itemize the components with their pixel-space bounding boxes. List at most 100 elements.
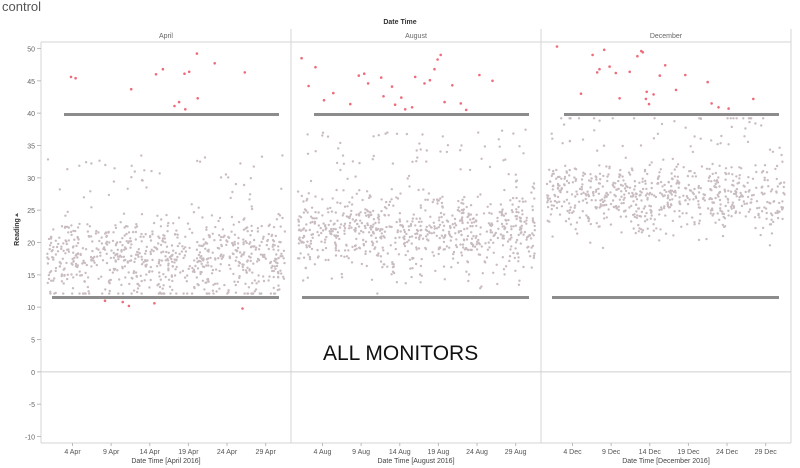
data-point	[639, 144, 643, 147]
data-point	[512, 225, 515, 228]
data-point	[498, 210, 501, 214]
data-point	[78, 164, 81, 167]
data-point	[276, 270, 280, 274]
outlier-point	[652, 93, 655, 96]
data-point	[518, 279, 521, 282]
data-point	[335, 236, 338, 239]
data-point	[388, 225, 391, 228]
data-point	[132, 270, 136, 273]
data-point	[354, 175, 357, 178]
data-point	[364, 226, 367, 230]
data-point	[267, 232, 270, 236]
data-point	[317, 211, 320, 214]
data-point	[242, 243, 245, 246]
outlier-point	[464, 108, 468, 112]
data-point	[677, 181, 681, 184]
data-point	[589, 241, 592, 244]
data-point	[575, 221, 579, 224]
data-point	[627, 192, 631, 195]
data-point	[515, 186, 518, 189]
data-point	[451, 257, 455, 260]
data-point	[650, 214, 653, 217]
data-point	[425, 160, 428, 163]
data-point	[581, 138, 585, 141]
data-point	[487, 222, 491, 225]
data-point	[669, 191, 672, 194]
data-point	[781, 160, 784, 163]
data-point	[380, 198, 383, 201]
data-point	[325, 235, 328, 239]
data-point	[459, 243, 462, 246]
data-point	[117, 258, 120, 261]
data-point	[84, 292, 87, 295]
data-point	[546, 196, 549, 200]
data-point	[183, 276, 187, 279]
data-point	[734, 190, 737, 193]
data-point	[715, 180, 718, 183]
data-point	[144, 265, 148, 268]
data-point	[137, 255, 140, 258]
data-point	[508, 259, 511, 263]
data-point	[277, 212, 280, 216]
data-point	[207, 280, 210, 283]
data-point	[735, 117, 738, 120]
data-point	[666, 205, 670, 208]
data-point	[532, 256, 536, 260]
data-point	[641, 229, 645, 232]
data-point	[377, 215, 381, 218]
data-point	[330, 227, 333, 231]
outlier-point	[314, 65, 317, 69]
data-point	[343, 227, 347, 230]
outlier-point	[478, 73, 481, 77]
data-point	[241, 265, 244, 269]
data-point	[418, 234, 422, 237]
data-point	[763, 176, 766, 179]
data-point	[509, 233, 513, 237]
data-point	[394, 241, 397, 244]
outlier-point	[390, 85, 394, 88]
data-point	[415, 149, 418, 152]
data-point	[497, 227, 500, 230]
x-tick-label: 4 Aug	[314, 449, 332, 456]
data-point	[411, 220, 414, 223]
data-point	[260, 240, 263, 244]
data-point	[173, 258, 176, 261]
data-point	[697, 238, 701, 242]
data-point	[126, 187, 129, 190]
data-point	[603, 196, 606, 199]
data-point	[686, 174, 690, 178]
data-point	[144, 252, 147, 255]
data-point	[415, 217, 418, 220]
data-point	[778, 182, 781, 185]
data-point	[71, 246, 75, 249]
data-point	[122, 212, 126, 215]
data-point	[558, 213, 562, 216]
data-point	[697, 184, 700, 188]
data-point	[243, 251, 246, 254]
data-point	[234, 259, 237, 262]
data-point	[214, 257, 217, 260]
data-point	[643, 170, 647, 173]
data-point	[709, 188, 712, 191]
data-point	[755, 186, 758, 189]
data-point	[184, 246, 187, 249]
data-point	[135, 275, 139, 278]
data-point	[776, 209, 779, 213]
data-point	[56, 250, 60, 253]
data-point	[62, 242, 65, 245]
data-point	[764, 207, 768, 210]
data-point	[334, 249, 338, 252]
data-point	[336, 201, 339, 204]
data-point	[766, 179, 769, 182]
data-point	[738, 211, 741, 214]
data-point	[65, 242, 69, 246]
data-point	[622, 179, 625, 182]
data-point	[573, 167, 577, 170]
data-point	[768, 201, 771, 205]
data-point	[355, 218, 358, 222]
data-point	[435, 234, 438, 237]
data-point	[165, 245, 169, 248]
data-point	[342, 212, 345, 215]
data-point	[666, 201, 669, 204]
